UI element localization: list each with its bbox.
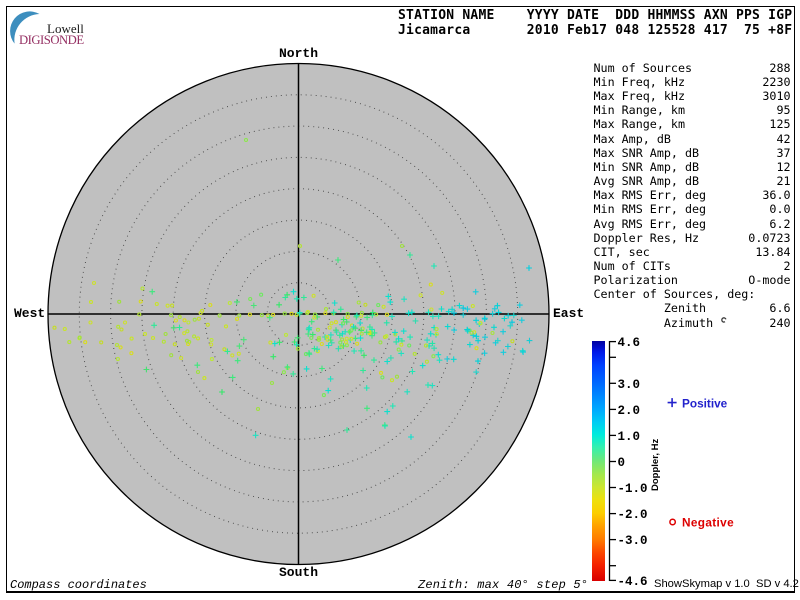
- svg-text:-1.0: -1.0: [618, 482, 648, 496]
- svg-text:-4.6: -4.6: [618, 575, 648, 589]
- svg-text:-3.0: -3.0: [618, 534, 648, 548]
- svg-text:2.0: 2.0: [618, 404, 641, 418]
- svg-text:3.0: 3.0: [618, 378, 641, 392]
- svg-text:4.6: 4.6: [618, 336, 641, 350]
- svg-text:1.0: 1.0: [618, 430, 641, 444]
- svg-text:0: 0: [618, 456, 626, 470]
- svg-text:Negative: Negative: [682, 515, 734, 529]
- svg-text:Positive: Positive: [682, 397, 728, 411]
- svg-text:-2.0: -2.0: [618, 508, 648, 522]
